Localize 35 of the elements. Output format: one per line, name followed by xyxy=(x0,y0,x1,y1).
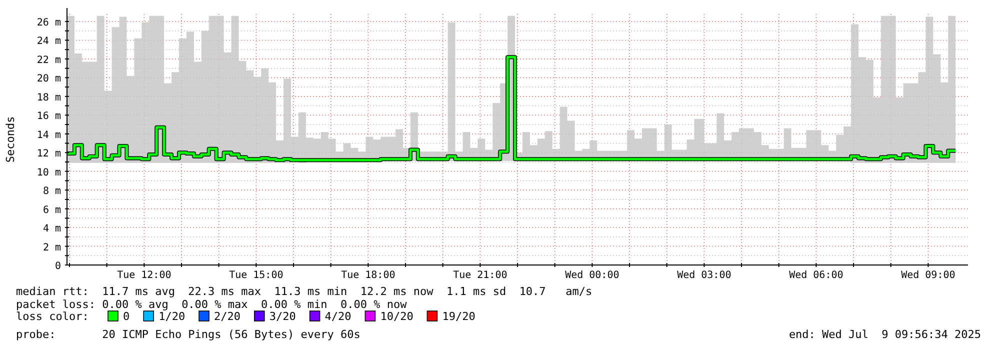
text: median rtt: 11.7 ms avg 22.3 ms max 11.3 ms min 12.2 ms now 1.1 ms sd 10.7 am/s xyxy=(16,285,592,298)
x-tick-label: Tue 21:00 xyxy=(453,270,508,281)
y-axis-title: Seconds xyxy=(4,116,17,163)
text: probe: 20 ICMP Echo Pings (56 Bytes) every 60s xyxy=(16,328,360,341)
y-tick-label: 26 m xyxy=(36,17,61,28)
y-tick-label: 8 m xyxy=(42,186,61,198)
y-tick-label: 6 m xyxy=(42,204,61,216)
text: end: Wed Jul 9 09:56:34 2025 xyxy=(788,328,981,341)
text: packet loss: 0.00 % avg 0.00 % max 0.00 % min 0.00 % now xyxy=(16,298,408,311)
y-tick-label: 4 m xyxy=(42,224,61,235)
y-tick-label: 18 m xyxy=(36,92,61,104)
x-tick-label: Wed 06:00 xyxy=(789,270,844,281)
x-tick-label: Wed 00:00 xyxy=(565,270,620,281)
y-tick-label: 20 m xyxy=(36,74,61,85)
x-tick-label: Tue 12:00 xyxy=(117,270,172,281)
legend-title: loss color: xyxy=(16,310,89,323)
legend-label: 1/20 xyxy=(158,310,186,323)
x-tick-label: Wed 09:00 xyxy=(901,270,956,281)
legend-label: 4/20 xyxy=(324,310,352,323)
y-tick-label: 16 m xyxy=(36,111,61,122)
y-tick-label: 12 m xyxy=(36,148,61,160)
x-tick-label: Tue 15:00 xyxy=(229,270,284,281)
y-tick-label: 2 m xyxy=(42,242,61,254)
y-tick-label: 10 m xyxy=(36,167,61,178)
x-tick-label: Tue 18:00 xyxy=(341,270,396,281)
y-tick-label: 0 xyxy=(54,261,61,272)
legend-label: 3/20 xyxy=(269,310,296,323)
legend-label: 10/20 xyxy=(380,310,414,323)
legend-label: 19/20 xyxy=(442,310,476,323)
legend-label: 0 xyxy=(123,310,130,323)
legend-label: 2/20 xyxy=(214,310,240,323)
y-tick-label: 14 m xyxy=(36,130,61,141)
y-tick-label: 22 m xyxy=(36,54,61,66)
x-tick-label: Wed 03:00 xyxy=(677,270,732,281)
y-tick-label: 24 m xyxy=(36,36,61,48)
